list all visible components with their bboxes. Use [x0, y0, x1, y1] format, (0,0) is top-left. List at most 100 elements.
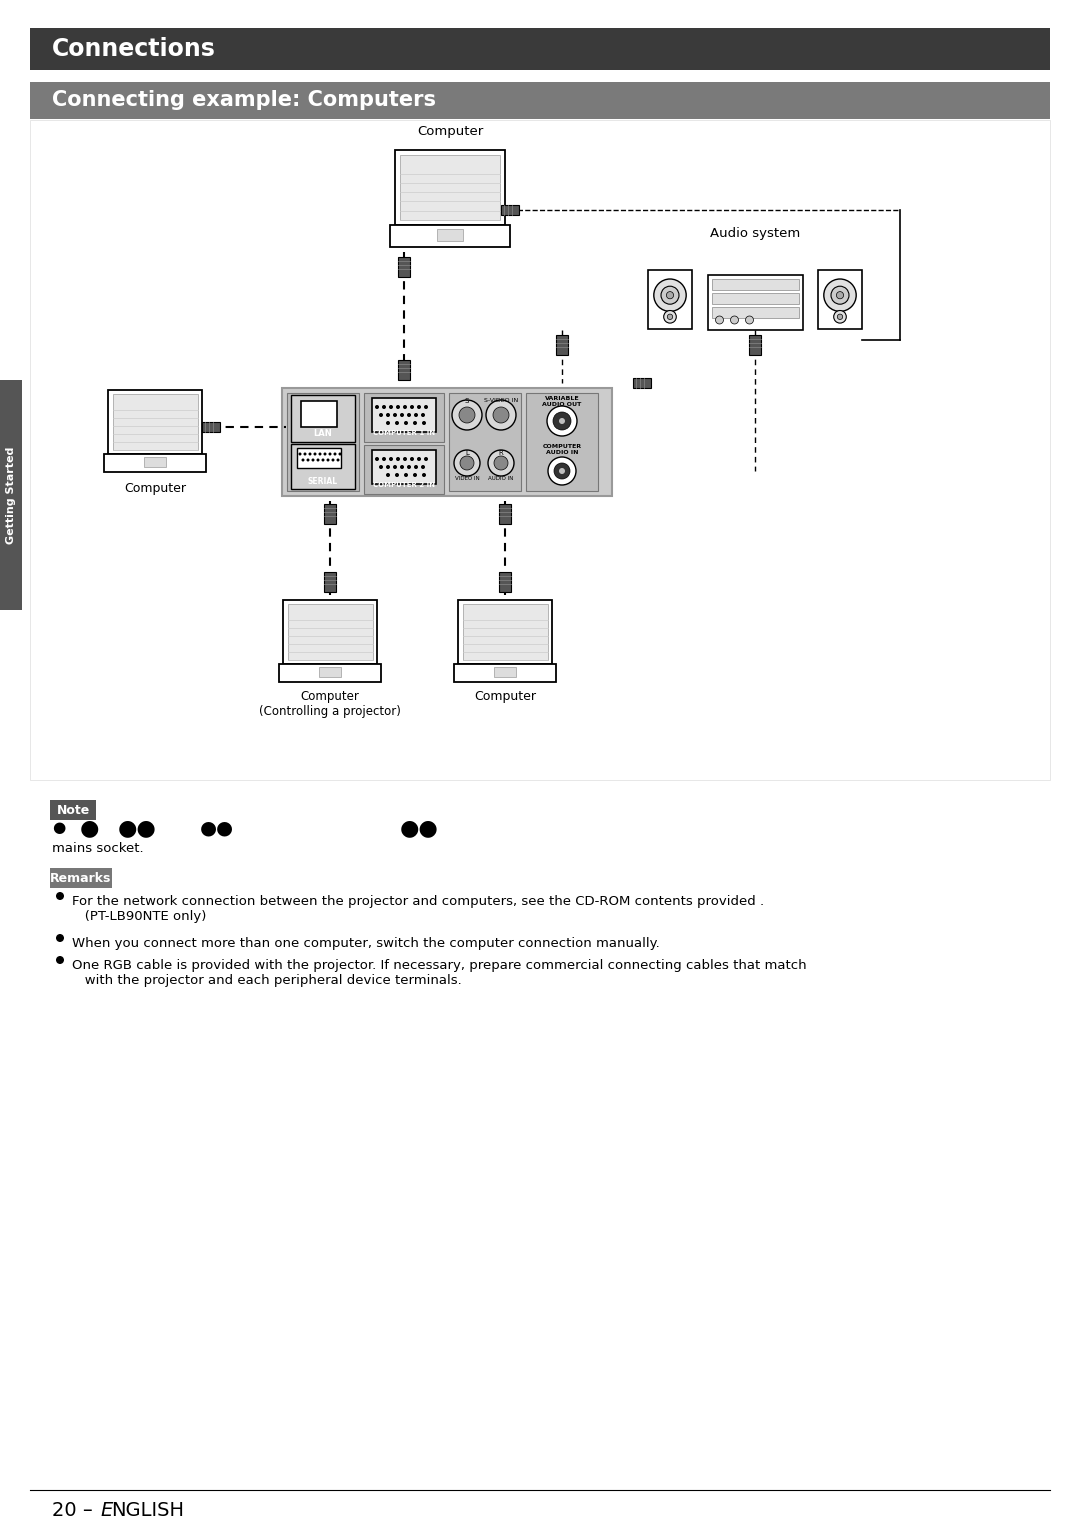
Circle shape	[715, 316, 724, 324]
Text: Audio system: Audio system	[710, 228, 800, 240]
Circle shape	[424, 405, 428, 409]
Text: S-VIDEO IN: S-VIDEO IN	[484, 399, 518, 403]
Circle shape	[56, 935, 64, 942]
Circle shape	[338, 452, 341, 455]
Circle shape	[653, 279, 686, 312]
Text: ●●: ●●	[118, 818, 157, 838]
FancyBboxPatch shape	[499, 573, 511, 592]
Circle shape	[421, 412, 426, 417]
FancyBboxPatch shape	[556, 334, 568, 354]
Text: COMPUTER 2 IN: COMPUTER 2 IN	[373, 483, 435, 489]
FancyBboxPatch shape	[324, 504, 336, 524]
Text: SERIAL: SERIAL	[308, 476, 338, 486]
Circle shape	[386, 412, 390, 417]
Text: Connecting example: Computers: Connecting example: Computers	[52, 90, 436, 110]
Circle shape	[326, 458, 329, 461]
Circle shape	[546, 406, 577, 437]
Text: Note: Note	[56, 803, 90, 817]
Circle shape	[559, 467, 565, 473]
Text: E: E	[100, 1501, 112, 1519]
Circle shape	[453, 400, 482, 431]
Circle shape	[56, 956, 64, 964]
Circle shape	[407, 412, 411, 417]
Circle shape	[395, 473, 399, 476]
Circle shape	[836, 292, 843, 299]
Text: For the network connection between the projector and computers, see the CD-ROM c: For the network connection between the p…	[72, 895, 765, 922]
FancyBboxPatch shape	[202, 421, 220, 432]
FancyBboxPatch shape	[297, 447, 341, 467]
Circle shape	[554, 463, 570, 479]
Circle shape	[831, 286, 849, 304]
FancyBboxPatch shape	[712, 293, 798, 304]
Text: VARIABLE
AUDIO OUT: VARIABLE AUDIO OUT	[542, 395, 582, 406]
Circle shape	[389, 457, 393, 461]
Text: One RGB cable is provided with the projector. If necessary, prepare commercial c: One RGB cable is provided with the proje…	[72, 959, 807, 986]
FancyBboxPatch shape	[279, 664, 381, 683]
Circle shape	[460, 457, 474, 470]
Text: L: L	[465, 450, 469, 457]
Circle shape	[324, 452, 326, 455]
Circle shape	[824, 279, 856, 312]
Circle shape	[492, 408, 509, 423]
FancyBboxPatch shape	[501, 205, 519, 215]
Circle shape	[393, 466, 397, 469]
FancyBboxPatch shape	[748, 334, 760, 354]
FancyBboxPatch shape	[712, 307, 798, 318]
FancyBboxPatch shape	[648, 270, 691, 328]
Circle shape	[414, 466, 418, 469]
Circle shape	[316, 458, 320, 461]
Circle shape	[417, 405, 421, 409]
Text: mains socket.: mains socket.	[52, 841, 144, 855]
Circle shape	[664, 310, 676, 324]
Circle shape	[393, 412, 397, 417]
Circle shape	[379, 412, 383, 417]
Circle shape	[837, 315, 842, 319]
Text: ●●: ●●	[200, 818, 234, 837]
Circle shape	[332, 458, 335, 461]
Circle shape	[386, 466, 390, 469]
Circle shape	[319, 452, 322, 455]
FancyBboxPatch shape	[454, 664, 556, 683]
Text: Computer: Computer	[124, 483, 186, 495]
Circle shape	[459, 408, 475, 423]
Text: VIDEO IN: VIDEO IN	[455, 476, 480, 481]
Circle shape	[375, 405, 379, 409]
Circle shape	[661, 286, 679, 304]
FancyBboxPatch shape	[319, 667, 341, 678]
FancyBboxPatch shape	[707, 275, 802, 330]
Circle shape	[421, 466, 426, 469]
FancyBboxPatch shape	[291, 444, 355, 489]
FancyBboxPatch shape	[526, 392, 598, 492]
FancyBboxPatch shape	[112, 394, 198, 449]
Text: AUDIO IN: AUDIO IN	[488, 476, 514, 481]
Circle shape	[313, 452, 316, 455]
Circle shape	[311, 458, 314, 461]
FancyBboxPatch shape	[395, 150, 505, 224]
Text: Getting Started: Getting Started	[6, 446, 16, 544]
Circle shape	[382, 457, 386, 461]
Circle shape	[834, 310, 847, 324]
Circle shape	[414, 412, 418, 417]
Circle shape	[413, 421, 417, 425]
Circle shape	[422, 473, 426, 476]
FancyBboxPatch shape	[0, 380, 22, 609]
Text: Remarks: Remarks	[51, 872, 111, 884]
Text: COMPUTER 1 IN: COMPUTER 1 IN	[373, 431, 435, 437]
FancyBboxPatch shape	[400, 156, 500, 220]
Circle shape	[386, 421, 390, 425]
Circle shape	[386, 473, 390, 476]
Circle shape	[56, 892, 64, 899]
Circle shape	[396, 457, 400, 461]
FancyBboxPatch shape	[494, 667, 516, 678]
Circle shape	[298, 452, 301, 455]
Circle shape	[488, 450, 514, 476]
Circle shape	[309, 452, 311, 455]
FancyBboxPatch shape	[819, 270, 862, 328]
FancyBboxPatch shape	[282, 388, 612, 496]
Circle shape	[382, 405, 386, 409]
FancyBboxPatch shape	[108, 389, 202, 454]
Circle shape	[666, 292, 674, 299]
Circle shape	[410, 457, 414, 461]
Text: LAN: LAN	[313, 429, 333, 438]
FancyBboxPatch shape	[499, 504, 511, 524]
